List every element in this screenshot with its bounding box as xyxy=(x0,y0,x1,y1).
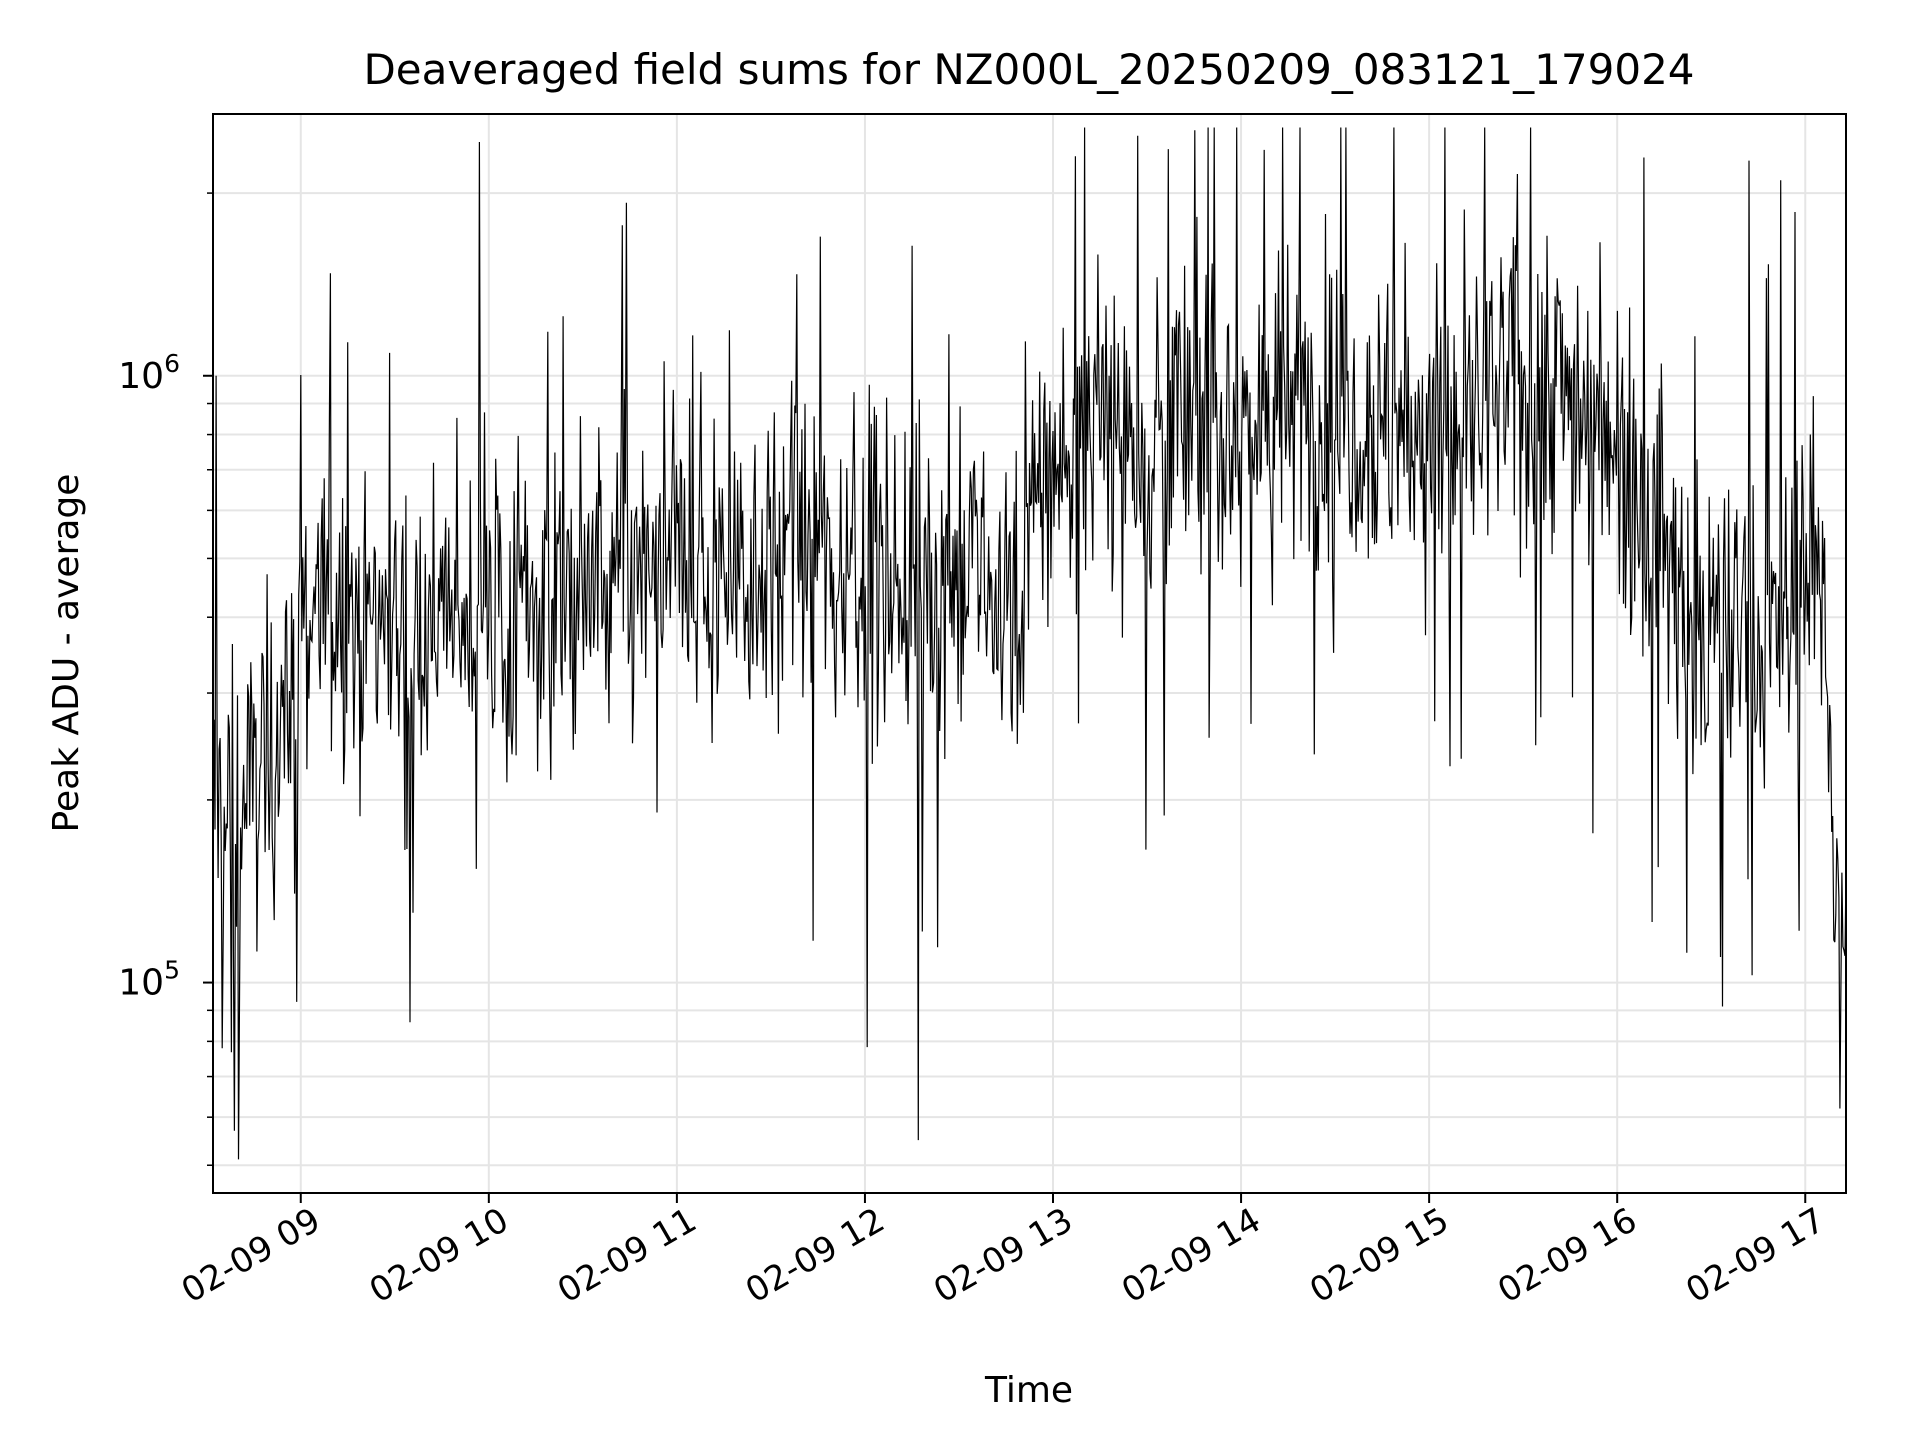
y-tick-label: 106 xyxy=(118,349,180,397)
series-line xyxy=(212,127,1847,1160)
y-axis: 105 106 xyxy=(118,192,213,1166)
data-series xyxy=(212,127,1847,1160)
y-axis-label: Peak ADU - average xyxy=(46,474,87,833)
chart-title: Deaveraged field sums for NZ000L_2025020… xyxy=(363,45,1694,94)
plot-frame xyxy=(212,113,1847,1194)
y-tick-label: 105 xyxy=(118,956,180,1004)
grid xyxy=(213,114,1846,1193)
x-axis-label: Time xyxy=(984,1370,1073,1411)
